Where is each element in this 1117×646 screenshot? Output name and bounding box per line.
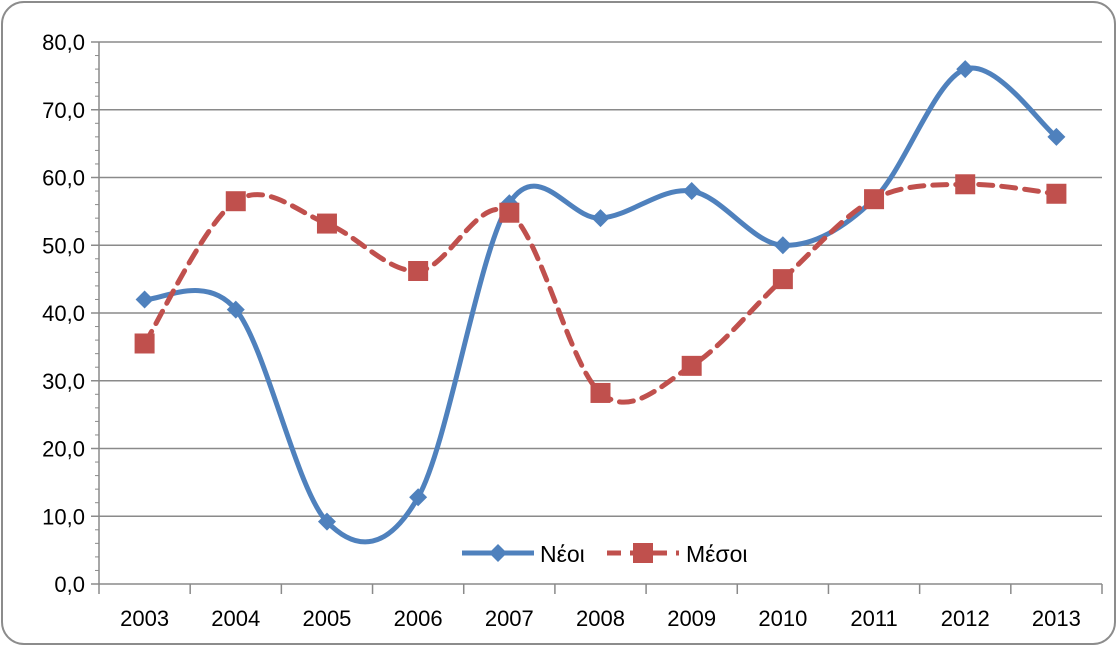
y-tick-label: 0,0 (54, 572, 85, 597)
data-point-square (590, 382, 611, 403)
data-point-diamond (956, 60, 975, 79)
data-point-diamond (773, 236, 792, 255)
x-tick-label: 2011 (850, 606, 897, 631)
data-point-square (499, 202, 520, 223)
axes: 0,0 10,0 20,0 30,0 40,0 50,0 60,0 70,0 80,0 2003 2… (42, 30, 1103, 631)
data-point-diamond (135, 290, 154, 309)
x-tick-label: 2010 (758, 606, 807, 631)
data-point-diamond (682, 182, 701, 201)
data-point-diamond (226, 300, 245, 319)
y-tick-label: 70,0 (42, 98, 85, 123)
data-point-square (316, 213, 337, 234)
y-tick-label: 50,0 (42, 233, 85, 258)
series-group (134, 60, 1067, 545)
data-point-square (225, 191, 246, 212)
legend-marker-neoi (489, 544, 507, 562)
x-tick-label: 2008 (576, 606, 625, 631)
y-tick-label: 10,0 (42, 504, 85, 529)
data-point-diamond (591, 209, 610, 228)
data-point-diamond (1047, 127, 1066, 146)
legend: Νέοι Μέσοι (462, 541, 748, 567)
x-tick-label: 2012 (941, 606, 990, 631)
data-point-square (134, 333, 155, 354)
y-tick-label: 20,0 (42, 437, 85, 462)
data-point-square (1046, 183, 1067, 204)
y-tick-label: 40,0 (42, 301, 85, 326)
data-point-square (681, 355, 702, 376)
data-point-square (772, 269, 793, 290)
data-point-diamond (409, 488, 428, 507)
x-tick-label: 2009 (667, 606, 716, 631)
y-tick-label: 60,0 (42, 166, 85, 191)
legend-label-neoi: Νέοι (540, 541, 585, 567)
data-point-square (955, 174, 976, 195)
data-point-square (408, 260, 429, 281)
x-tick-label: 2013 (1032, 606, 1081, 631)
data-point-square (864, 189, 885, 210)
legend-label-mesoi: Μέσοι (686, 541, 748, 567)
data-point-diamond (317, 512, 336, 531)
x-tick-label: 2007 (485, 606, 534, 631)
x-tick-label: 2003 (120, 606, 169, 631)
x-tick-label: 2004 (211, 606, 260, 631)
y-tick-label: 30,0 (42, 369, 85, 394)
x-tick-label: 2006 (394, 606, 443, 631)
x-tick-label: 2005 (302, 606, 351, 631)
y-tick-label: 80,0 (42, 30, 85, 55)
legend-marker-mesoi (633, 543, 653, 563)
series-line-0 (142, 65, 1059, 545)
